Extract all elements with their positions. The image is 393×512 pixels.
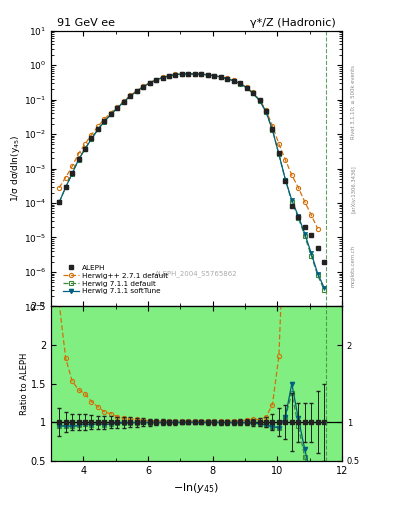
X-axis label: $-\ln(y_{45})$: $-\ln(y_{45})$ (173, 481, 220, 495)
Y-axis label: Ratio to ALEPH: Ratio to ALEPH (20, 352, 29, 415)
Text: mcplots.cern.ch: mcplots.cern.ch (351, 245, 356, 287)
Text: γ*/Z (Hadronic): γ*/Z (Hadronic) (250, 18, 336, 28)
Text: ALEPH_2004_S5765862: ALEPH_2004_S5765862 (155, 270, 238, 276)
Y-axis label: 1/σ dσ/dln(y$_{45}$): 1/σ dσ/dln(y$_{45}$) (9, 135, 22, 202)
Legend: ALEPH, Herwig++ 2.7.1 default, Herwig 7.1.1 default, Herwig 7.1.1 softTune: ALEPH, Herwig++ 2.7.1 default, Herwig 7.… (61, 262, 171, 297)
Text: 91 GeV ee: 91 GeV ee (57, 18, 115, 28)
Text: [arXiv:1306.3436]: [arXiv:1306.3436] (351, 165, 356, 214)
Text: Rivet 3.1.10; ≥ 500k events: Rivet 3.1.10; ≥ 500k events (351, 66, 356, 139)
